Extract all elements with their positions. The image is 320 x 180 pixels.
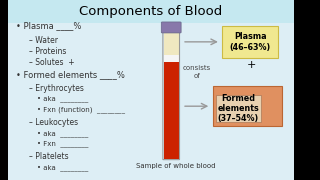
- Text: – Proteins: – Proteins: [29, 47, 66, 56]
- Text: • Fxn (function)  ________: • Fxn (function) ________: [37, 106, 125, 113]
- FancyBboxPatch shape: [213, 86, 282, 126]
- Text: – Erythrocytes: – Erythrocytes: [29, 84, 84, 93]
- Bar: [0, 0, 8, 180]
- Bar: [8, 0, 294, 23]
- Text: Plasma
(46–63%): Plasma (46–63%): [230, 32, 271, 51]
- Text: Formed
elements
(37–54%): Formed elements (37–54%): [218, 94, 259, 123]
- Text: Components of Blood: Components of Blood: [79, 5, 222, 18]
- Text: +: +: [246, 60, 256, 70]
- FancyBboxPatch shape: [216, 95, 261, 122]
- FancyBboxPatch shape: [164, 62, 179, 159]
- Text: • aka  ________: • aka ________: [37, 96, 88, 102]
- Text: consists
of: consists of: [183, 66, 211, 78]
- Text: Sample of whole blood: Sample of whole blood: [136, 163, 215, 169]
- Text: • aka  ________: • aka ________: [37, 130, 88, 137]
- Text: • Fxn  ________: • Fxn ________: [37, 141, 88, 147]
- FancyBboxPatch shape: [222, 26, 278, 58]
- Text: • Formed elements ____%: • Formed elements ____%: [16, 70, 125, 79]
- Bar: [8, 23, 294, 180]
- Text: – Platelets: – Platelets: [29, 152, 68, 161]
- FancyBboxPatch shape: [161, 22, 181, 33]
- Bar: [164, 32, 179, 55]
- Text: – Water: – Water: [29, 36, 58, 45]
- Bar: [294, 0, 320, 180]
- Text: – Solutes  +: – Solutes +: [29, 58, 75, 67]
- Bar: [164, 55, 179, 62]
- Text: – Leukocytes: – Leukocytes: [29, 118, 78, 127]
- Text: • aka  ________: • aka ________: [37, 164, 88, 171]
- Text: • Plasma ____%: • Plasma ____%: [16, 22, 81, 31]
